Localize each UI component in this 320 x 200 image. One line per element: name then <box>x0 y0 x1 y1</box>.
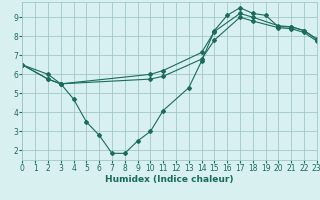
X-axis label: Humidex (Indice chaleur): Humidex (Indice chaleur) <box>105 175 234 184</box>
